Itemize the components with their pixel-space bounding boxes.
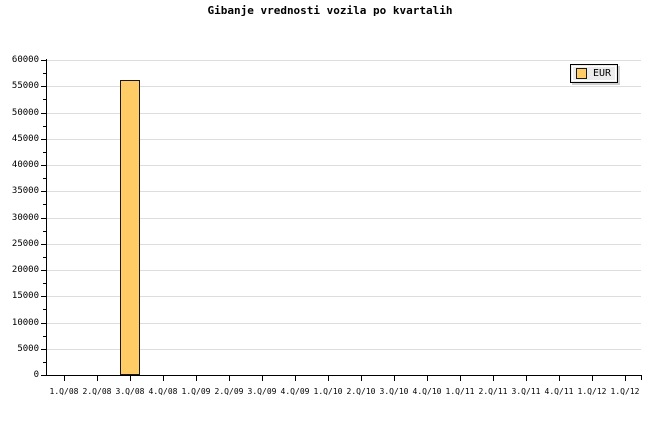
y-axis-tick-major: [41, 191, 47, 193]
y-axis-tick-major: [41, 60, 47, 61]
y-axis-tick-major: [41, 322, 47, 324]
y-axis-tick-minor: [43, 283, 47, 285]
gridline: [47, 296, 641, 298]
y-axis-tick-minor: [43, 361, 47, 363]
x-axis-label: 1.Q/08: [49, 387, 79, 396]
plot-area: [47, 60, 641, 375]
y-axis-tick-major: [41, 86, 47, 88]
legend-label-eur: EUR: [593, 68, 612, 79]
x-axis-label: 1.Q/10: [313, 387, 343, 396]
x-axis-tick: [328, 376, 329, 381]
x-axis-label: 2.Q/08: [82, 387, 112, 396]
y-axis-label: 15000: [11, 291, 39, 302]
x-axis-tick: [427, 376, 428, 381]
x-axis-tick: [493, 376, 494, 381]
x-axis-label: 3.Q/08: [115, 387, 145, 396]
x-axis-line: [47, 375, 642, 376]
y-axis-tick-major: [41, 375, 47, 376]
x-axis-label: 1.Q/12: [610, 387, 640, 396]
y-axis-label: 20000: [11, 265, 39, 275]
gridline: [47, 138, 641, 140]
x-axis-label: 4.Q/11: [544, 387, 574, 396]
x-axis-label: 2.Q/11: [478, 387, 508, 396]
x-axis-label: 1.Q/09: [181, 387, 211, 396]
x-axis-tick: [163, 376, 164, 381]
x-axis-tick: [625, 376, 626, 381]
gridline: [47, 165, 641, 166]
x-axis-label: 2.Q/10: [346, 387, 376, 396]
y-axis-tick-minor: [43, 125, 47, 127]
x-axis-label: 2.Q/09: [214, 387, 244, 396]
x-axis-tick: [64, 376, 65, 381]
gridline: [47, 86, 641, 88]
gridline: [47, 191, 641, 193]
x-axis-end-tick: [641, 375, 642, 380]
gridline: [47, 112, 641, 114]
y-axis-tick-minor: [43, 178, 47, 180]
x-axis-tick: [262, 376, 263, 381]
y-axis-tick-major: [41, 112, 47, 114]
y-axis-tick-minor: [43, 230, 47, 232]
y-axis-tick-minor: [43, 256, 47, 258]
gridline: [47, 217, 641, 219]
x-axis-tick: [361, 376, 362, 381]
x-axis-tick: [229, 376, 230, 381]
x-axis-label: 1.Q/12: [577, 387, 607, 396]
x-axis-label: 4.Q/08: [148, 387, 178, 396]
y-axis-label: 45000: [11, 133, 39, 144]
y-axis-label: 60000: [11, 55, 39, 65]
y-axis-tick-major: [41, 296, 47, 298]
y-axis-label: 50000: [11, 107, 39, 118]
x-axis-tick: [526, 376, 527, 381]
x-axis-tick: [460, 376, 461, 381]
y-axis-tick-minor: [43, 151, 47, 153]
gridline: [47, 270, 641, 271]
x-axis-tick: [196, 376, 197, 381]
y-axis-tick-minor: [43, 309, 47, 311]
x-axis-tick: [295, 376, 296, 381]
x-axis-label: 3.Q/11: [511, 387, 541, 396]
x-axis-label: 4.Q/09: [280, 387, 310, 396]
gridline: [47, 348, 641, 350]
y-axis-label: 55000: [11, 81, 39, 92]
gridline: [47, 322, 641, 324]
y-axis-tick-major: [41, 270, 47, 271]
bar[interactable]: [119, 79, 140, 375]
x-axis-tick: [592, 376, 593, 381]
x-axis-label: 1.Q/11: [445, 387, 475, 396]
x-axis-label: 3.Q/10: [379, 387, 409, 396]
gridline: [47, 60, 641, 61]
y-axis-label: 5000: [17, 343, 39, 354]
y-axis-label: 10000: [11, 317, 39, 328]
x-axis-tick: [130, 376, 131, 381]
y-axis-label: 0: [33, 370, 39, 380]
y-axis-tick-major: [41, 243, 47, 245]
y-axis-tick-minor: [43, 335, 47, 337]
y-axis-tick-minor: [43, 99, 47, 101]
y-axis-tick-major: [41, 217, 47, 219]
y-axis-tick-minor: [43, 204, 47, 206]
y-axis-label: 35000: [11, 186, 39, 197]
y-axis-tick-major: [41, 138, 47, 140]
y-axis-tick-major: [41, 165, 47, 166]
y-axis-label: 25000: [11, 238, 39, 249]
gridline: [47, 243, 641, 245]
chart-title: Gibanje vrednosti vozila po kvartalih: [207, 4, 453, 17]
y-axis-label: 40000: [11, 160, 39, 170]
y-axis-label: 30000: [11, 212, 39, 223]
legend-swatch-eur: [576, 68, 587, 79]
y-axis-tick-major: [41, 348, 47, 350]
chart-legend[interactable]: EUR: [570, 64, 619, 83]
x-axis-label: 4.Q/10: [412, 387, 442, 396]
x-axis-tick: [559, 376, 560, 381]
x-axis-tick: [394, 376, 395, 381]
x-axis-tick: [97, 376, 98, 381]
y-axis-tick-minor: [43, 73, 47, 75]
x-axis-label: 3.Q/09: [247, 387, 277, 396]
